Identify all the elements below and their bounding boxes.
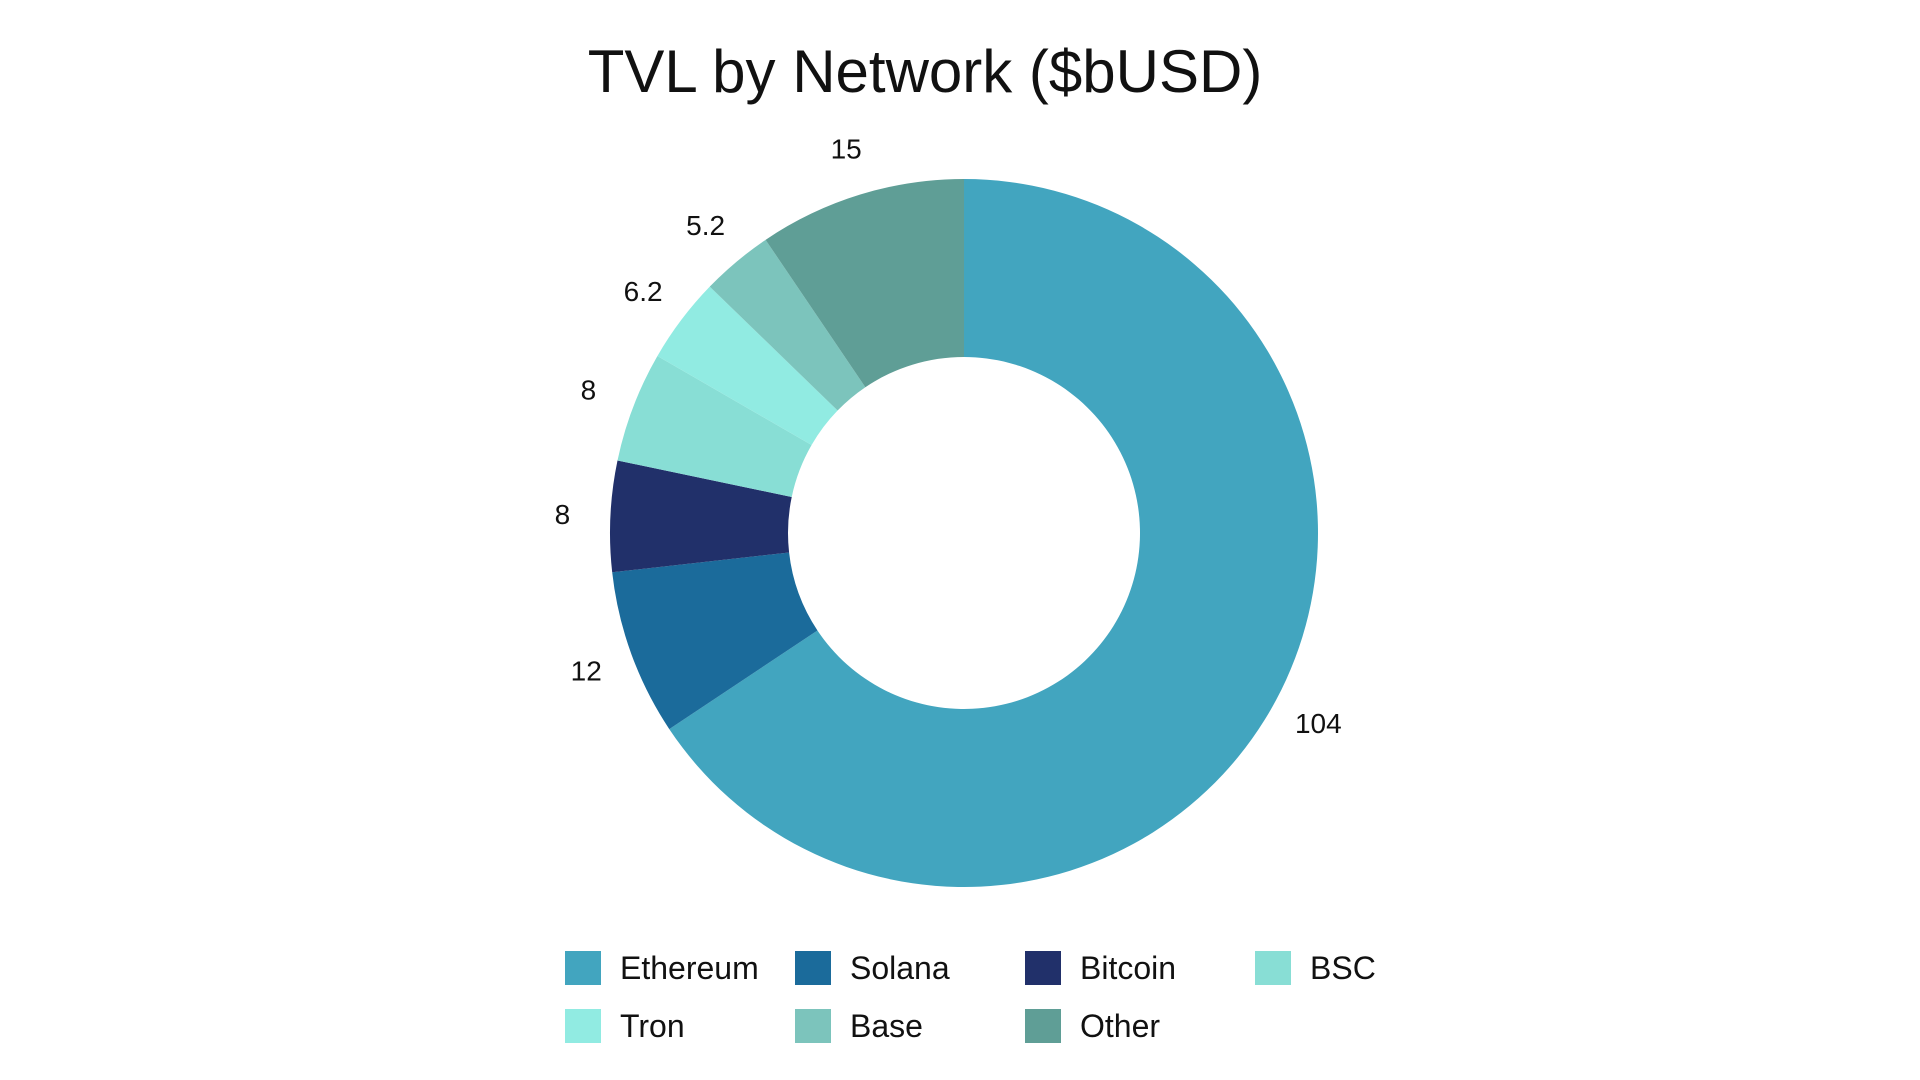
legend-label-ethereum: Ethereum <box>620 950 759 986</box>
legend-label-solana: Solana <box>850 950 950 986</box>
data-label-ethereum: 104 <box>1295 708 1342 739</box>
legend-item-bsc: BSC <box>1255 950 1376 986</box>
legend-swatch-ethereum <box>565 951 601 985</box>
data-label-tron: 6.2 <box>624 276 663 307</box>
slice-base <box>709 239 866 411</box>
legend-swatch-solana <box>795 951 831 985</box>
donut-slices <box>610 179 1319 888</box>
legend-item-bitcoin: Bitcoin <box>1025 950 1176 986</box>
slice-solana <box>612 552 818 730</box>
data-labels: 104 12 8 8 6.2 5.2 15 <box>555 134 1342 739</box>
data-label-bsc: 8 <box>581 375 597 406</box>
legend-swatch-tron <box>565 1009 601 1043</box>
slice-other <box>765 179 964 388</box>
legend-label-bitcoin: Bitcoin <box>1080 950 1176 986</box>
legend-swatch-base <box>795 1009 831 1043</box>
legend-item-other: Other <box>1025 1008 1160 1044</box>
legend-item-base: Base <box>795 1008 923 1044</box>
legend-label-other: Other <box>1080 1008 1160 1044</box>
legend-swatch-bsc <box>1255 951 1291 985</box>
chart-title: TVL by Network ($bUSD) <box>588 38 1263 105</box>
legend-item-solana: Solana <box>795 950 950 986</box>
slice-tron <box>657 286 838 445</box>
legend-label-base: Base <box>850 1008 923 1044</box>
legend-item-tron: Tron <box>565 1008 685 1044</box>
legend-swatch-bitcoin <box>1025 951 1061 985</box>
data-label-other: 15 <box>831 134 862 165</box>
slice-bsc <box>617 356 812 497</box>
legend-item-ethereum: Ethereum <box>565 950 759 986</box>
slice-bitcoin <box>610 460 792 573</box>
data-label-base: 5.2 <box>686 210 725 241</box>
data-label-solana: 12 <box>571 655 602 686</box>
data-label-bitcoin: 8 <box>555 499 571 530</box>
legend: Ethereum Solana Bitcoin BSC Tron Base Other <box>565 950 1376 1044</box>
slice-ethereum <box>669 179 1319 888</box>
legend-swatch-other <box>1025 1009 1061 1043</box>
legend-label-tron: Tron <box>620 1008 685 1044</box>
legend-label-bsc: BSC <box>1310 950 1376 986</box>
